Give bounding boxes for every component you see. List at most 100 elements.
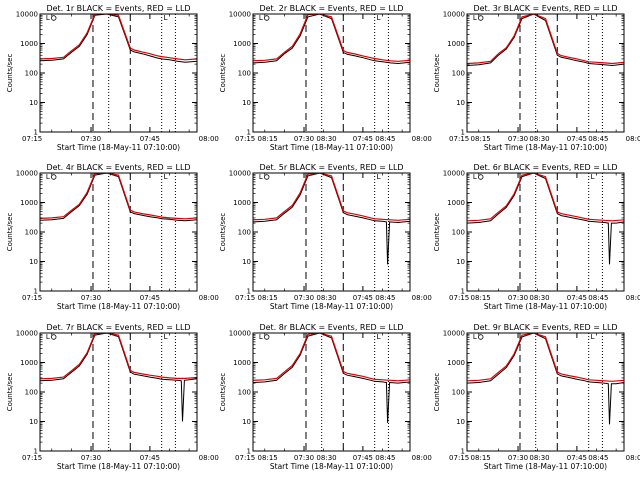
marker-circle [51, 15, 57, 21]
x-axis-label: Start Time (18-May-11 07:10:00) [57, 462, 180, 471]
x-tick-label: 08:15 [258, 294, 278, 302]
series-line-events [467, 333, 624, 425]
marker-label: L [164, 333, 168, 341]
panel-title: Det. 2r BLACK = Events, RED = LLD [259, 4, 403, 13]
y-tick-label: 1 [34, 288, 38, 296]
panel-title: Det. 7r BLACK = Events, RED = LLD [46, 323, 190, 332]
chart-panel-3: 1 10 100 1000 10000 07:15 07:30 07:45 08:00 08:15… [433, 4, 640, 152]
x-tick-label: 07:30 [508, 135, 528, 143]
y-tick-label: 100 [25, 229, 38, 237]
y-tick-label: 1 [461, 129, 465, 137]
x-tick-label: 08:45 [588, 294, 608, 302]
y-tick-label: 1 [34, 448, 38, 456]
x-tick-label: 07:15 [22, 454, 42, 462]
y-tick-label: 10 [242, 99, 251, 107]
y-tick-label: 10000 [16, 330, 38, 338]
marker-circle [51, 174, 57, 180]
marker-label: L [591, 14, 595, 22]
series-line-events [467, 14, 624, 67]
chart-panel-6: 1 10 100 1000 10000 07:15 07:30 07:45 08:00 08:15… [433, 163, 640, 311]
x-tick-label: 08:15 [258, 135, 278, 143]
plot-frame [466, 172, 625, 292]
x-axis-label: Start Time (18-May-11 07:10:00) [484, 302, 607, 311]
y-axis-label: Counts/sec [219, 213, 227, 252]
plot-frame [466, 332, 625, 452]
x-tick-label: 07:15 [235, 135, 255, 143]
y-tick-label: 10 [242, 418, 251, 426]
y-tick-label: 10000 [229, 170, 251, 178]
y-axis-label: Counts/sec [6, 213, 14, 252]
chart-panel-8: 1 10 100 1000 10000 07:15 07:30 07:45 08:00 08:15… [219, 323, 608, 471]
marker-label: L [259, 14, 263, 22]
y-axis-label: Counts/sec [6, 54, 14, 93]
marker-label: L [377, 173, 381, 181]
y-axis-label: Counts/sec [433, 373, 441, 412]
y-tick-label: 10 [456, 99, 465, 107]
y-tick-label: 100 [452, 389, 465, 397]
series-line-events [253, 173, 410, 265]
y-axis-label: Counts/sec [219, 373, 227, 412]
y-tick-label: 10000 [16, 170, 38, 178]
x-tick-label: 08:30 [529, 294, 549, 302]
plot-frame [39, 13, 198, 133]
marker-label: L [164, 173, 168, 181]
panel-title: Det. 4r BLACK = Events, RED = LLD [46, 163, 190, 172]
x-tick-label: 08:00 [199, 135, 219, 143]
panel-title: Det. 8r BLACK = Events, RED = LLD [259, 323, 403, 332]
y-tick-label: 1000 [20, 199, 38, 207]
series-line-lld [40, 333, 197, 380]
x-tick-label: 07:30 [508, 454, 528, 462]
x-axis-label: Start Time (18-May-11 07:10:00) [270, 462, 393, 471]
series-line-events [40, 333, 197, 422]
x-tick-label: 07:30 [81, 294, 101, 302]
marker-label: L [591, 173, 595, 181]
y-tick-label: 1 [247, 448, 251, 456]
panel-title: Det. 6r BLACK = Events, RED = LLD [473, 163, 617, 172]
chart-panel-5: 1 10 100 1000 10000 07:15 07:30 07:45 08:00 08:15… [219, 163, 608, 311]
x-tick-label: 08:45 [588, 454, 608, 462]
panel-title: Det. 9r BLACK = Events, RED = LLD [473, 323, 617, 332]
x-axis-label: Start Time (18-May-11 07:10:00) [484, 462, 607, 471]
y-tick-label: 1 [247, 129, 251, 137]
marker-circle [478, 174, 484, 180]
y-tick-label: 10000 [443, 170, 465, 178]
chart-panel-1: 1 10 100 1000 10000 07:15 07:30 07:45 08:00 08:15… [6, 4, 395, 152]
y-tick-label: 1 [461, 288, 465, 296]
y-tick-label: 1000 [233, 199, 251, 207]
x-tick-label: 07:30 [294, 135, 314, 143]
x-tick-label: 08:00 [626, 135, 640, 143]
y-tick-label: 1000 [447, 359, 465, 367]
y-tick-label: 100 [25, 389, 38, 397]
series-line-lld [467, 173, 624, 222]
x-tick-label: 08:00 [199, 294, 219, 302]
y-tick-label: 10000 [16, 11, 38, 19]
series-line-lld [40, 173, 197, 220]
x-tick-label: 07:30 [294, 294, 314, 302]
x-tick-label: 08:30 [529, 135, 549, 143]
y-tick-label: 1 [247, 288, 251, 296]
x-axis-label: Start Time (18-May-11 07:10:00) [270, 143, 393, 152]
plot-frame [39, 172, 198, 292]
y-tick-label: 100 [238, 70, 251, 78]
x-tick-label: 07:45 [353, 135, 373, 143]
y-axis-label: Counts/sec [433, 213, 441, 252]
y-tick-label: 100 [238, 229, 251, 237]
x-tick-label: 07:15 [22, 294, 42, 302]
x-tick-label: 07:30 [508, 294, 528, 302]
x-tick-label: 07:30 [81, 454, 101, 462]
y-tick-label: 100 [452, 229, 465, 237]
y-tick-label: 1000 [20, 40, 38, 48]
y-tick-label: 10000 [229, 330, 251, 338]
x-tick-label: 08:45 [375, 135, 395, 143]
marker-label: L [259, 173, 263, 181]
x-tick-label: 08:00 [412, 454, 432, 462]
x-tick-label: 07:30 [81, 135, 101, 143]
marker-label: L [46, 333, 50, 341]
chart-panel-4: 1 10 100 1000 10000 07:15 07:30 07:45 08:00 08:15… [6, 163, 395, 311]
series-line-lld [253, 333, 410, 382]
panel-title: Det. 5r BLACK = Events, RED = LLD [259, 163, 403, 172]
y-tick-label: 1 [34, 129, 38, 137]
marker-label: L [46, 14, 50, 22]
y-tick-label: 1000 [20, 359, 38, 367]
y-axis-label: Counts/sec [6, 373, 14, 412]
